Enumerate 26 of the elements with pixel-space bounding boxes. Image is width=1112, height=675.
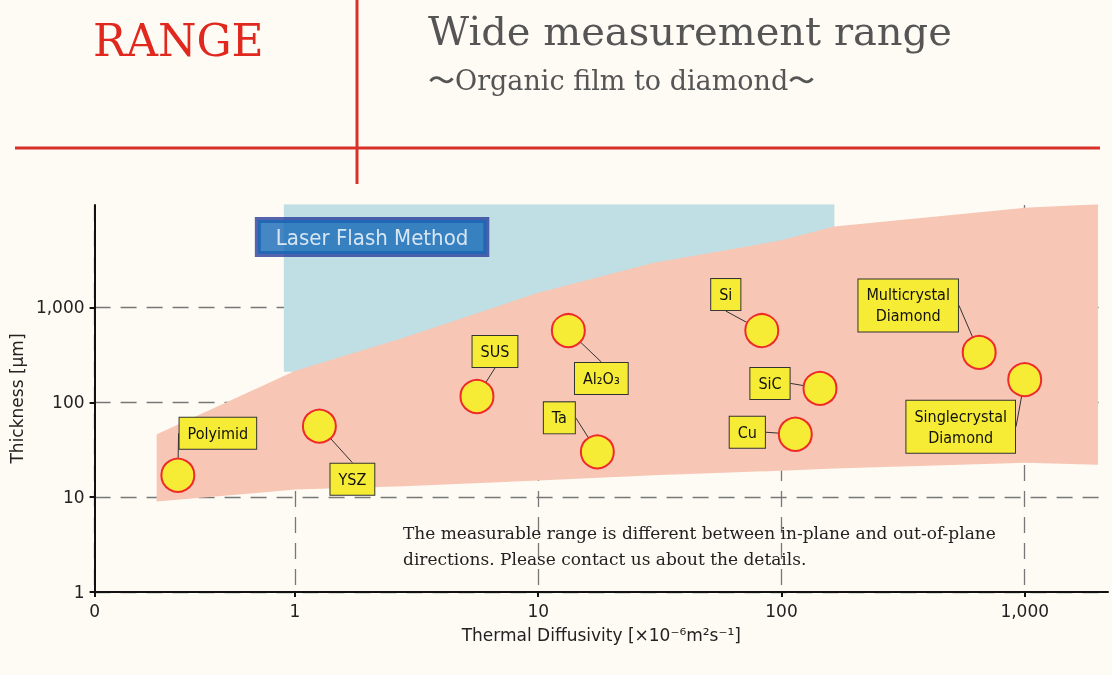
annotation: Cu: [737, 422, 757, 442]
y-axis-title: Thickness [μm]: [6, 333, 27, 465]
x-tick-label: 0: [89, 600, 100, 621]
annotation: Multicrystal Diamond: [866, 285, 950, 326]
y-tick-label: 1,000: [35, 297, 85, 318]
annotation: Polyimid: [187, 423, 249, 443]
annotation: Si: [719, 285, 733, 305]
text: RANGE: [93, 14, 264, 66]
annotation: YSZ: [337, 469, 367, 489]
x-tick-label: 100: [765, 600, 798, 621]
annotation: Ta: [550, 408, 567, 428]
annotation: SUS: [480, 342, 510, 361]
series-label: Laser Flash Method: [275, 224, 469, 250]
y-tick-label: 10: [62, 487, 85, 508]
y-tick-label: 1: [73, 582, 85, 602]
x-tick-label: 1,000: [1000, 600, 1050, 621]
chart-title: Wide measurement range: [428, 8, 952, 54]
annotation: Singlecrystal Diamond: [914, 406, 1007, 447]
annotation: The measurable range is different between in-plane and out-of-plane directions. Please contact us about the details.: [403, 523, 1002, 569]
x-tick-label: 10: [527, 600, 550, 621]
y-tick-label: 100: [52, 392, 85, 413]
x-tick-label: 1: [289, 600, 301, 621]
annotation: SiC: [758, 373, 782, 393]
chart-subtitle: 〜Organic film to diamond〜: [428, 65, 816, 96]
x-axis-title: Thermal Diffusivity [×10⁻⁶m²s⁻¹]: [460, 624, 741, 645]
annotation: Al₂O₃: [583, 369, 620, 389]
